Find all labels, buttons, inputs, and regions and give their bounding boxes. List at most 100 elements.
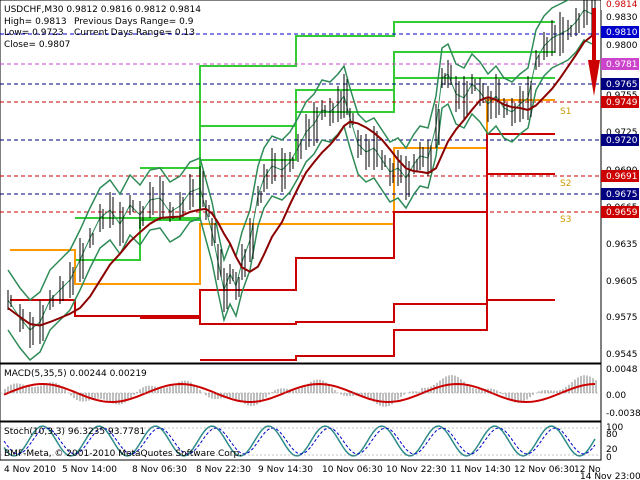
macd-bar — [172, 385, 174, 393]
price-tag-text: 0.9781 — [606, 60, 638, 70]
time-axis-end-bg — [601, 461, 640, 480]
macd-bar — [163, 387, 165, 393]
watermark: BMF-Meta, © 2001-2010 MetaQuotes Softwar… — [4, 449, 242, 459]
macd-bar — [478, 389, 480, 393]
macd-bar — [130, 393, 132, 398]
macd-bar — [166, 387, 168, 393]
macd-bar — [559, 390, 561, 393]
macd-bar — [49, 382, 51, 393]
macd-tick: -0.00383 — [606, 409, 640, 419]
stoch-tick: 0 — [606, 453, 612, 463]
price-tag-text: 0.9720 — [606, 136, 638, 146]
price-tick: 0.9635 — [606, 240, 638, 250]
price-tag-text: 0.9765 — [606, 80, 638, 90]
stoch-tick: 20 — [606, 445, 618, 455]
macd-bar — [574, 379, 576, 393]
macd-bar — [139, 389, 141, 393]
macd-bar — [31, 386, 33, 393]
macd-bar — [61, 386, 63, 393]
macd-bar — [292, 389, 294, 393]
macd-bar — [64, 389, 66, 393]
macd-bar — [247, 393, 249, 406]
macd-bar — [583, 375, 585, 393]
bollinger-upper — [7, 0, 570, 302]
macd-bar — [76, 393, 78, 401]
macd-bar — [373, 393, 375, 402]
macd-bar — [415, 391, 417, 393]
macd-bar — [34, 386, 36, 393]
bollinger-middle — [7, 9, 593, 331]
macd-bar — [334, 390, 336, 393]
macd-bar — [400, 393, 402, 397]
macd-bar — [532, 393, 534, 395]
price-tag-bg — [601, 78, 639, 90]
stoch-main-line — [3, 425, 596, 457]
macd-bar — [196, 386, 198, 393]
macd-bar — [469, 386, 471, 393]
price-tag-bg — [601, 26, 639, 38]
moving-averages — [7, 34, 593, 327]
stoch-tick: 100 — [606, 423, 623, 433]
high-value: High= 0.9813 — [4, 17, 67, 27]
macd-bar — [352, 393, 354, 396]
macd-bar — [91, 393, 93, 400]
macd-bar — [310, 381, 312, 393]
macd-bar — [199, 389, 201, 393]
macd-bar — [562, 388, 564, 393]
macd-bar — [244, 393, 246, 405]
price-tick: 0.9545 — [606, 350, 638, 360]
macd-bar — [424, 387, 426, 393]
price-tick: 0.9800 — [606, 41, 638, 51]
macd-bar — [361, 393, 363, 396]
macd-bar — [325, 382, 327, 393]
price-tag-bg — [601, 170, 639, 182]
macd-bar — [106, 393, 108, 401]
macd-bar — [184, 380, 186, 393]
current-price-arrow-icon — [588, 8, 600, 96]
macd-bar — [82, 393, 84, 402]
macd-bar — [97, 393, 99, 399]
macd-bar — [496, 390, 498, 393]
macd-bar — [550, 390, 552, 393]
macd-bar — [457, 377, 459, 393]
macd-bar — [118, 393, 120, 405]
price-tag-bg — [601, 58, 639, 70]
macd-bar — [211, 393, 213, 399]
macd-bar — [40, 385, 42, 393]
macd-bar — [520, 393, 522, 403]
price-tag-text: 0.9749 — [606, 98, 638, 108]
macd-bar — [262, 393, 264, 401]
macd-bar — [187, 381, 189, 393]
macd-bar — [25, 385, 27, 393]
bollinger-bands — [7, 0, 593, 362]
price-tag-bg — [601, 0, 639, 10]
macd-bar — [316, 379, 318, 393]
macd-bar — [403, 393, 405, 395]
macd-bar — [592, 378, 594, 393]
moving-average — [7, 34, 593, 327]
macd-bar — [235, 393, 237, 400]
macd-bar — [190, 382, 192, 393]
stoch-label: Stoch(10,3,3) 96.3235 93.7781 — [4, 427, 145, 437]
level-line — [200, 299, 555, 361]
macd-bar — [13, 383, 15, 393]
price-tick: 0.9575 — [606, 313, 638, 323]
macd-bar — [43, 384, 45, 393]
macd-label: MACD(5,35,5) 0.00244 0.00219 — [4, 369, 147, 379]
macd-bar — [268, 393, 270, 395]
macd-bar — [253, 393, 255, 406]
price-tag-text: 0.9691 — [606, 172, 638, 182]
macd-bar — [394, 393, 396, 403]
macd-bar — [79, 393, 81, 402]
macd-bar — [160, 387, 162, 393]
macd-bar — [208, 393, 210, 398]
price-tag-bg — [601, 206, 639, 218]
macd-bar — [577, 377, 579, 393]
macd-bar — [397, 393, 399, 400]
macd-bar — [214, 393, 216, 399]
price-tick: 0.9830 — [606, 13, 638, 23]
macd-bar — [277, 388, 279, 393]
macd-bar — [313, 380, 315, 393]
macd-bar — [193, 384, 195, 393]
